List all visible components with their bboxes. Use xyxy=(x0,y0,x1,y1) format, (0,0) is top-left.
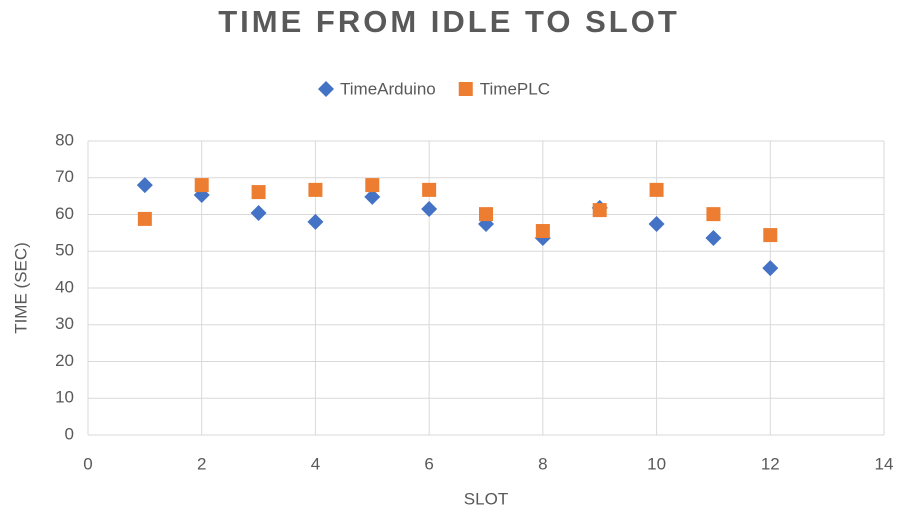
x-tick-label: 0 xyxy=(83,454,92,473)
legend-label: TimeArduino xyxy=(340,79,436,98)
point xyxy=(365,178,380,193)
point xyxy=(648,216,665,233)
legend-label: TimePLC xyxy=(480,79,550,98)
x-tick-label: 12 xyxy=(761,454,780,473)
point xyxy=(763,228,778,243)
x-tick-label: 10 xyxy=(647,454,666,473)
x-tick-label: 2 xyxy=(197,454,206,473)
point xyxy=(705,230,722,247)
y-axis-label: TIME (SEC) xyxy=(11,242,30,334)
legend-marker xyxy=(318,81,334,97)
chart-title: TIME FROM IDLE TO SLOT xyxy=(218,4,680,39)
y-tick-label: 20 xyxy=(55,351,74,370)
point xyxy=(592,203,607,218)
point xyxy=(479,207,493,222)
point xyxy=(762,260,779,277)
point xyxy=(364,188,381,205)
y-tick-label: 10 xyxy=(55,388,74,407)
point xyxy=(136,177,153,194)
x-tick-label: 4 xyxy=(311,454,320,473)
x-tick-label: 8 xyxy=(538,454,547,473)
y-tick-label: 0 xyxy=(65,424,74,443)
legend-marker xyxy=(458,82,473,96)
point xyxy=(308,182,323,197)
point xyxy=(421,200,438,217)
x-axis-label: SLOT xyxy=(464,489,508,508)
y-tick-label: 30 xyxy=(55,314,74,333)
point xyxy=(137,211,152,226)
point xyxy=(250,205,267,222)
point xyxy=(422,182,437,197)
point xyxy=(194,178,209,193)
y-tick-label: 80 xyxy=(55,130,74,149)
point xyxy=(649,182,664,197)
y-tick-label: 60 xyxy=(55,204,74,223)
y-tick-label: 40 xyxy=(55,277,74,296)
point xyxy=(251,185,266,200)
y-tick-label: 70 xyxy=(55,167,74,186)
x-tick-label: 6 xyxy=(424,454,433,473)
x-tick-label: 14 xyxy=(875,454,894,473)
point xyxy=(535,224,550,239)
y-tick-label: 50 xyxy=(55,241,74,260)
point xyxy=(706,207,721,222)
point xyxy=(307,213,324,230)
